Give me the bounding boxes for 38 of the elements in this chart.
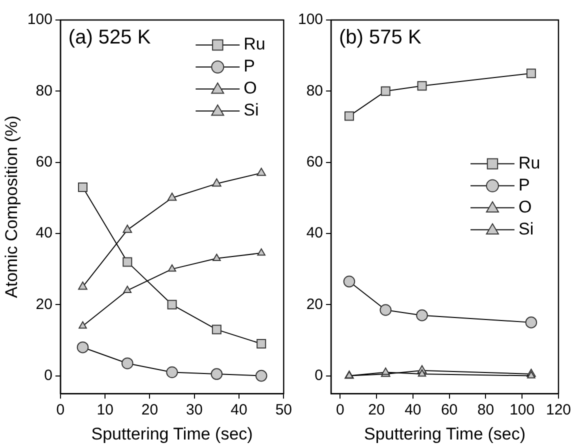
y-tick-label: 80 — [36, 82, 52, 100]
y-tick-label: 60 — [306, 153, 324, 170]
legend-label: Ru — [518, 153, 540, 172]
y-axis-title: Atomic Composition (%) — [2, 116, 21, 298]
legend-label: Si — [244, 100, 259, 120]
y-tick-label: 60 — [36, 153, 52, 170]
annotation: (a) 525 K — [68, 26, 152, 49]
x-tick-label: 40 — [230, 402, 248, 419]
legend-label: Si — [518, 219, 534, 238]
y-tick-label: 0 — [44, 366, 52, 384]
annotation: (b) 575 K — [339, 26, 422, 49]
legend-label: P — [244, 56, 255, 76]
x-tick-label: 10 — [96, 402, 114, 419]
x-tick-label: 0 — [56, 402, 65, 419]
legend-label: Ru — [244, 34, 266, 54]
x-tick-label: 80 — [477, 402, 494, 419]
x-axis-title: Sputtering Time (sec) — [364, 424, 526, 444]
y-tick-label: 0 — [314, 366, 324, 384]
x-tick-label: 20 — [368, 402, 385, 419]
legend-label: P — [518, 175, 530, 194]
x-tick-label: 0 — [336, 402, 344, 419]
x-axis-title: Sputtering Time (sec) — [91, 424, 253, 444]
x-tick-label: 60 — [440, 402, 458, 419]
legend-label: O — [518, 197, 532, 216]
y-tick-label: 100 — [27, 11, 52, 28]
x-tick-label: 50 — [275, 402, 292, 419]
y-tick-label: 20 — [36, 296, 52, 313]
y-tick-label: 40 — [36, 224, 52, 242]
x-tick-label: 20 — [141, 402, 158, 419]
x-tick-label: 30 — [186, 402, 203, 419]
x-tick-label: 40 — [404, 402, 422, 419]
y-tick-label: 20 — [306, 296, 324, 313]
legend-label: O — [244, 78, 257, 98]
y-tick-label: 40 — [306, 224, 324, 242]
y-tick-label: 100 — [298, 11, 324, 28]
x-tick-label: 100 — [510, 402, 535, 419]
x-tick-label: 120 — [546, 402, 571, 419]
y-tick-label: 80 — [306, 82, 324, 100]
